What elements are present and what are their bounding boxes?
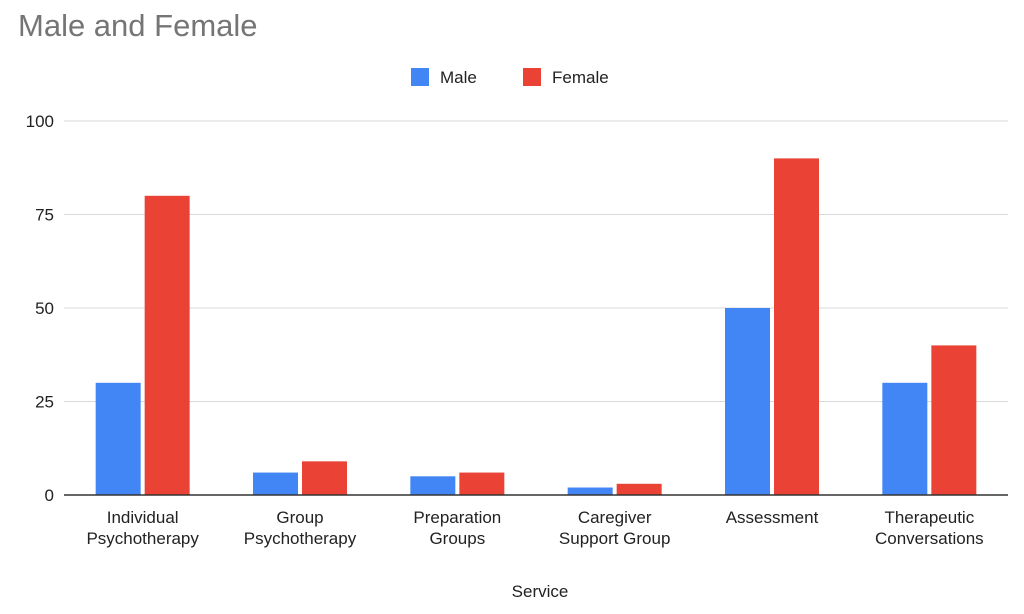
bar-male (882, 382, 928, 495)
legend-label-female: Female (552, 68, 609, 87)
bar-female (931, 345, 977, 495)
x-tick-label: Assessment (726, 508, 819, 527)
x-tick-label: Caregiver Support Group (559, 508, 671, 548)
bar-male (567, 487, 613, 495)
bar-female (302, 461, 347, 495)
legend-swatch-female (523, 68, 541, 86)
x-tick-label: Group Psychotherapy (244, 508, 357, 548)
y-tick-label: 0 (45, 486, 54, 505)
x-axis-title: Service (512, 582, 569, 601)
bar-female (459, 472, 505, 495)
x-tick-label: Therapeutic Conversations (875, 508, 984, 548)
y-axis-ticks: 0 25 50 75 100 (26, 112, 54, 505)
bar-female (774, 158, 819, 495)
y-tick-label: 100 (26, 112, 54, 131)
legend-label-male: Male (440, 68, 477, 87)
legend: Male Female (411, 68, 609, 87)
bar-male (725, 308, 770, 495)
x-axis-ticks: Individual Psychotherapy Group Psychotherap… (86, 508, 983, 548)
x-tick-label: Preparation Groups (413, 508, 501, 548)
chart-title: Male and Female (18, 8, 258, 43)
y-tick-label: 75 (35, 206, 54, 225)
x-tick-label: Individual Psychotherapy (86, 508, 199, 548)
bar-female (144, 195, 190, 496)
y-tick-label: 25 (35, 393, 54, 412)
bars (95, 158, 977, 496)
bar-male (253, 472, 298, 495)
bar-male (410, 476, 456, 495)
bar-female (616, 483, 662, 495)
y-tick-label: 50 (35, 299, 54, 318)
legend-swatch-male (411, 68, 429, 86)
gridlines (64, 120, 1008, 402)
bar-male (95, 382, 141, 495)
